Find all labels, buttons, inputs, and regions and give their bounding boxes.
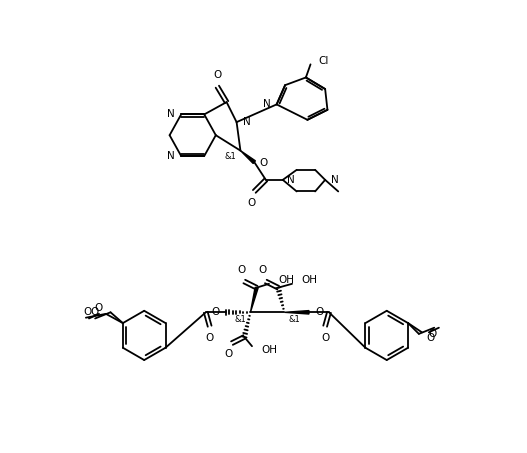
Polygon shape (240, 150, 256, 164)
Text: Cl: Cl (318, 56, 329, 66)
Text: OH: OH (301, 275, 317, 285)
Text: O: O (213, 70, 221, 80)
Polygon shape (285, 311, 309, 314)
Text: N: N (330, 175, 338, 185)
Text: O: O (94, 304, 103, 313)
Text: O: O (259, 265, 267, 275)
Text: O: O (211, 307, 220, 317)
Text: O: O (426, 333, 435, 343)
Text: O: O (91, 307, 99, 317)
Text: &1: &1 (235, 315, 247, 324)
Text: O: O (260, 158, 268, 168)
Polygon shape (250, 287, 258, 312)
Text: OH: OH (261, 345, 277, 355)
Text: &1: &1 (288, 315, 300, 324)
Text: N: N (243, 117, 250, 127)
Text: OH: OH (278, 275, 294, 285)
Text: N: N (287, 175, 295, 185)
Text: O: O (206, 333, 214, 343)
Text: O: O (237, 265, 246, 275)
Text: N: N (167, 110, 175, 120)
Text: O: O (84, 307, 92, 317)
Text: N: N (167, 151, 175, 161)
Text: O: O (321, 333, 329, 343)
Text: O: O (247, 198, 256, 208)
Text: N: N (264, 99, 271, 109)
Text: O: O (429, 329, 437, 339)
Text: &1: &1 (225, 152, 237, 161)
Text: O: O (225, 349, 233, 359)
Text: O: O (315, 307, 324, 317)
